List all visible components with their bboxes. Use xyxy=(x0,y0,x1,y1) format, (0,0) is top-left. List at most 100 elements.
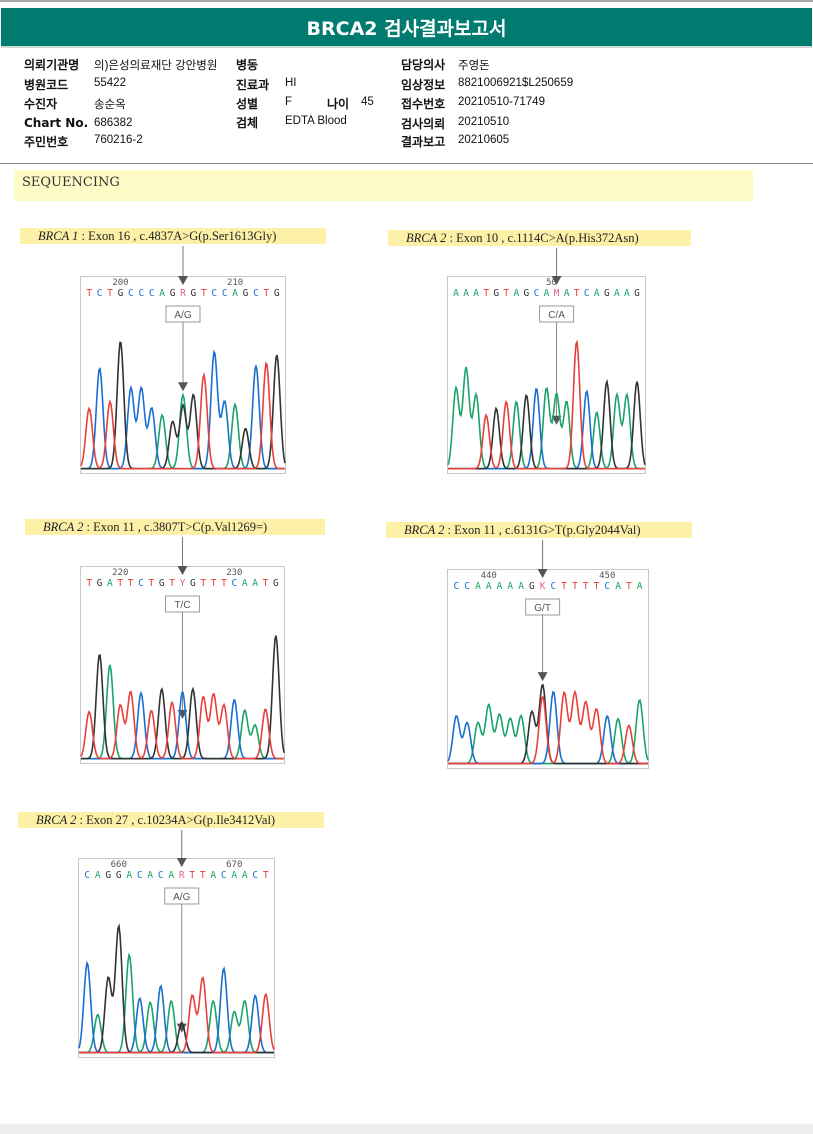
base-call: K xyxy=(540,581,546,592)
label-hospital-code: 병원코드 xyxy=(24,76,68,93)
position-start: 440 xyxy=(481,571,497,581)
base-call: A xyxy=(453,288,459,299)
chromatogram: 440 450 C C A A A A A G K C T T T T C A T A G/T xyxy=(447,569,649,769)
variant-label: BRCA 2 : Exon 11 , c.3807T>C(p.Val1269=) xyxy=(25,519,325,535)
base-call: A xyxy=(232,288,238,299)
base-call: C xyxy=(128,288,134,299)
value-age: 45 xyxy=(361,96,374,108)
chromatogram: 50 A A A T G T A G C A M A T C A G A A G C/A xyxy=(447,276,646,474)
base-call: A xyxy=(614,288,620,299)
gene-name: BRCA 2 xyxy=(36,813,76,827)
base-call: Y xyxy=(180,578,186,589)
value-patient: 송순옥 xyxy=(94,96,126,112)
base-call: G xyxy=(273,578,279,589)
call-label: C/A xyxy=(548,310,565,321)
call-label: G/T xyxy=(534,603,551,614)
variant-label: BRCA 2 : Exon 10 , c.1114C>A(p.His372Asn… xyxy=(388,230,691,246)
base-call: R xyxy=(180,288,186,299)
base-call: T xyxy=(594,581,600,592)
label-doctor: 담당의사 xyxy=(401,56,445,73)
base-call: A xyxy=(637,581,643,592)
label-test-request: 검사의뢰 xyxy=(401,115,445,132)
value-sex: F xyxy=(285,96,292,108)
label-resident-no: 주민번호 xyxy=(24,133,68,150)
base-call: T xyxy=(200,870,206,881)
base-call: A xyxy=(147,870,153,881)
base-call: C xyxy=(211,288,217,299)
base-call: G xyxy=(190,578,196,589)
base-call: G xyxy=(604,288,610,299)
label-specimen: 검체 xyxy=(236,114,258,131)
base-call: G xyxy=(493,288,499,299)
label-age: 나이 xyxy=(327,95,349,112)
base-call: C xyxy=(221,870,227,881)
label-institution: 의뢰기관명 xyxy=(24,56,79,73)
base-call: A xyxy=(486,581,492,592)
base-call: T xyxy=(169,578,175,589)
base-call: T xyxy=(107,288,113,299)
label-ward: 병동 xyxy=(236,56,258,73)
base-call: C xyxy=(534,288,540,299)
bottom-border xyxy=(0,1124,813,1134)
base-call: C xyxy=(138,288,144,299)
base-call: T xyxy=(263,578,269,589)
base-call: A xyxy=(126,870,132,881)
value-test-request: 20210510 xyxy=(458,116,509,128)
call-label: A/G xyxy=(174,310,191,321)
base-call: T xyxy=(503,288,509,299)
base-call: A xyxy=(513,288,519,299)
base-call: G xyxy=(191,288,197,299)
base-call: A xyxy=(475,581,481,592)
base-call: G xyxy=(524,288,530,299)
label-result-report: 결과보고 xyxy=(401,133,445,150)
base-call: A xyxy=(242,870,248,881)
position-start: 50 xyxy=(546,278,557,288)
base-call: T xyxy=(149,578,155,589)
base-call: M xyxy=(554,288,560,299)
base-call: A xyxy=(210,870,216,881)
base-call: G xyxy=(118,288,124,299)
base-call: T xyxy=(221,578,227,589)
base-call: A xyxy=(473,288,479,299)
base-call: C xyxy=(604,581,610,592)
gene-name: BRCA 2 xyxy=(404,523,444,537)
call-label: T/C xyxy=(174,600,190,611)
base-call: G xyxy=(105,870,111,881)
label-sex: 성별 xyxy=(236,95,258,112)
base-call: T xyxy=(483,288,489,299)
base-call: C xyxy=(551,581,557,592)
section-header: SEQUENCING xyxy=(14,170,753,201)
base-call: T xyxy=(200,578,206,589)
base-call: G xyxy=(634,288,640,299)
variant-label: BRCA 2 : Exon 27 , c.10234A>G(p.Ile3412V… xyxy=(18,812,324,828)
variant-desc: : Exon 16 , c.4837A>G(p.Ser1613Gly) xyxy=(78,229,276,243)
label-chart-no: Chart No. xyxy=(24,116,88,130)
base-call: A xyxy=(507,581,513,592)
chromatogram: 220 230 T G A T T C T G T Y G T T T C A A T G T/C xyxy=(80,566,285,764)
variant-label: BRCA 1 : Exon 16 , c.4837A>G(p.Ser1613Gl… xyxy=(20,228,326,244)
base-call: G xyxy=(116,870,122,881)
base-call: G xyxy=(159,578,165,589)
position-start: 660 xyxy=(111,860,127,870)
value-doctor: 주영돈 xyxy=(458,57,490,73)
value-specimen: EDTA Blood xyxy=(285,115,347,127)
base-call: A xyxy=(564,288,570,299)
base-call: C xyxy=(158,870,164,881)
value-clinical-info: 8821006921$L250659 xyxy=(458,77,573,89)
base-call: T xyxy=(86,578,92,589)
variant-desc: : Exon 10 , c.1114C>A(p.His372Asn) xyxy=(446,231,638,245)
base-call: T xyxy=(626,581,632,592)
value-resident-no: 760216-2 xyxy=(94,134,143,146)
label-department: 진료과 xyxy=(236,76,269,93)
base-call: A xyxy=(497,581,503,592)
base-call: C xyxy=(231,578,237,589)
base-call: T xyxy=(211,578,217,589)
base-call: T xyxy=(128,578,134,589)
label-clinical-info: 임상정보 xyxy=(401,76,445,93)
base-call: T xyxy=(263,870,269,881)
position-end: 230 xyxy=(226,568,242,578)
chromatogram: 660 670 C A G G A C A C A R T T A C A A C T A/G xyxy=(78,858,275,1058)
value-hospital-code: 55422 xyxy=(94,77,126,89)
